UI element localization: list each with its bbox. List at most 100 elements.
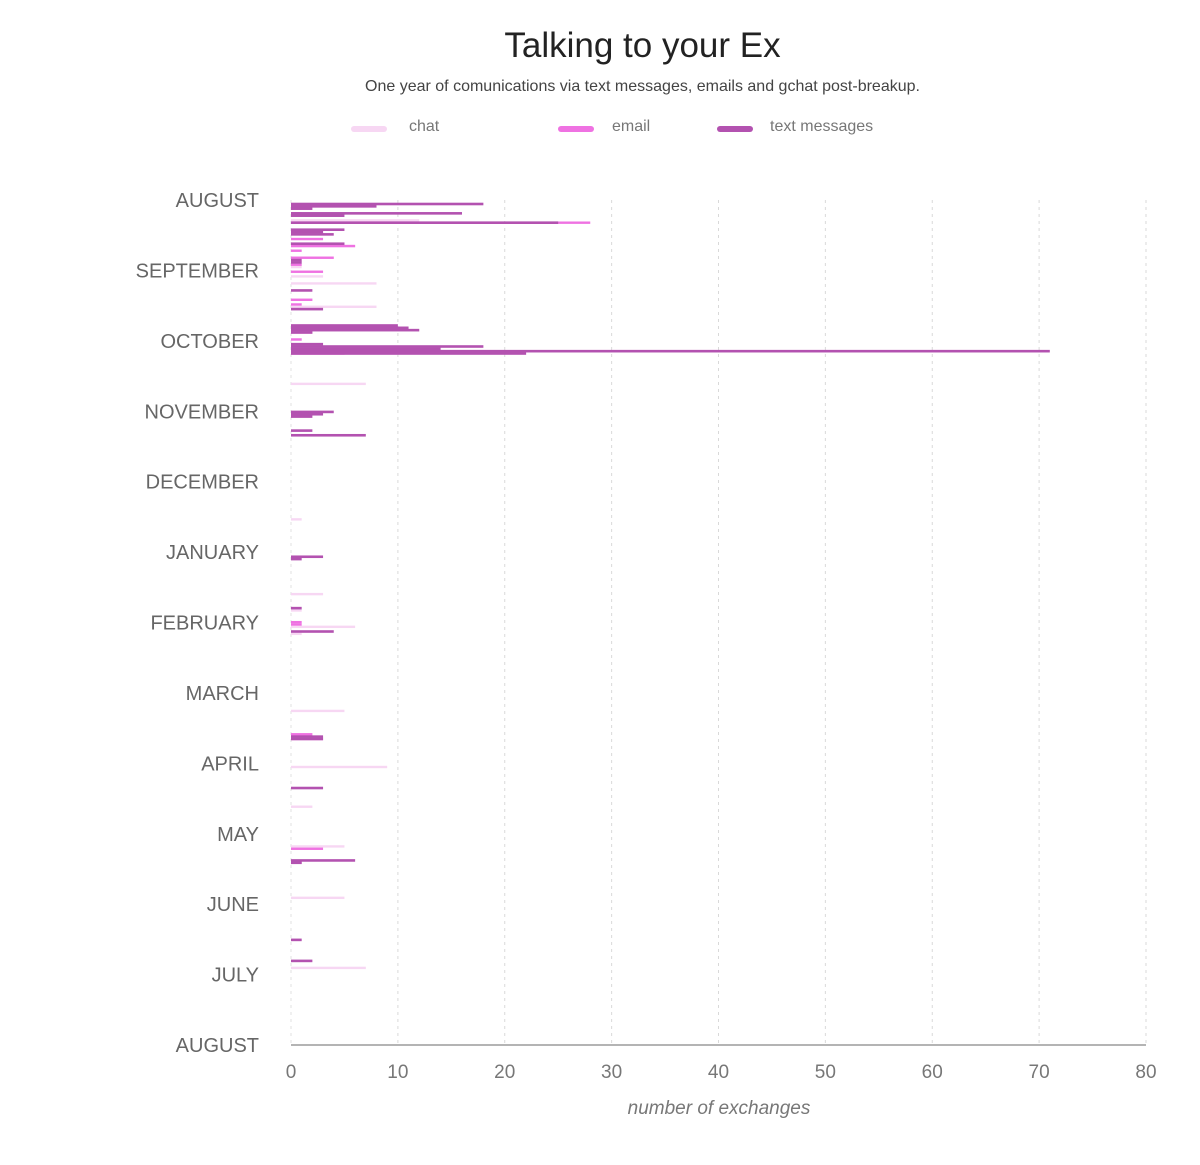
bar-chat (291, 845, 345, 848)
bar-text-messages (291, 557, 302, 561)
y-month-label: JUNE (207, 894, 259, 916)
bar-chat (291, 518, 302, 521)
bar-text-messages (291, 415, 313, 418)
bar-text-messages (291, 410, 334, 414)
bar-chat (291, 896, 345, 900)
bar-email (291, 237, 324, 241)
x-tick-labels: 0 10 20 30 40 50 60 70 80 (286, 1062, 1157, 1083)
bar-text-messages (291, 349, 1050, 353)
bar-email (291, 270, 324, 273)
x-tick-label: 20 (494, 1062, 515, 1083)
legend-label-chat: chat (409, 118, 440, 135)
bar-text-messages (291, 938, 302, 942)
bar-text-messages (291, 347, 441, 351)
y-month-labels: AUGUST SEPTEMBER OCTOBER NOVEMBER DECEMBER JA… (136, 190, 259, 1057)
bar-email (291, 733, 313, 736)
x-tick-label: 10 (387, 1062, 408, 1083)
y-month-label: NOVEMBER (145, 401, 259, 423)
bar-chat (291, 625, 356, 629)
bar-text-messages (291, 230, 324, 234)
bar-text-messages (291, 331, 313, 334)
x-tick-label: 60 (922, 1062, 943, 1083)
bar-text-messages (291, 289, 313, 292)
bar-text-messages (291, 345, 484, 348)
chart-subtitle: One year of comunications via text messa… (365, 78, 920, 95)
bar-text-messages (291, 630, 334, 633)
bar-chat (291, 805, 313, 808)
bar-email (291, 263, 302, 266)
bar-text-messages (291, 786, 324, 790)
y-month-label: AUGUST (176, 1035, 259, 1057)
chart-title: Talking to your Ex (504, 26, 781, 65)
legend-label-text-messages: text messages (770, 118, 874, 135)
legend: chat email text messages (0, 117, 1200, 141)
bar-text-messages (291, 242, 345, 246)
bar-text-messages (291, 202, 484, 206)
bar-text-messages (291, 735, 324, 738)
bar-text-messages (291, 859, 356, 862)
bars-layer (291, 202, 1050, 970)
bar-text-messages (291, 205, 377, 208)
bar-email (291, 244, 356, 248)
bar-chat (291, 219, 420, 222)
bar-text-messages (291, 228, 345, 231)
bar-text-messages (291, 326, 409, 330)
bar-chat (291, 305, 377, 308)
bar-text-messages (291, 233, 334, 236)
grid-lines (290, 200, 1147, 1045)
x-tick-label: 70 (1029, 1062, 1050, 1083)
bar-chat (291, 609, 302, 612)
bar-text-messages (291, 412, 324, 416)
y-month-label: JULY (212, 965, 259, 987)
bar-text-messages (291, 307, 324, 311)
bar-text-messages (291, 214, 345, 217)
legend-swatch-email (558, 126, 594, 132)
bar-email (291, 620, 302, 624)
y-month-label: APRIL (201, 753, 259, 775)
bar-text-messages (291, 606, 302, 610)
bar-text-messages (291, 212, 462, 215)
bar-chat (291, 382, 366, 386)
bar-text-messages (291, 324, 398, 327)
bar-email (291, 256, 334, 259)
bar-text-messages (291, 429, 313, 432)
x-tick-label: 40 (708, 1062, 729, 1083)
bar-chat (291, 632, 302, 636)
x-axis-title: number of exchanges (628, 1098, 811, 1119)
legend-swatch-chat (351, 126, 387, 132)
y-month-label: MAY (217, 824, 259, 846)
y-month-label: JANUARY (166, 542, 259, 564)
bar-chat (291, 282, 377, 285)
bar-chat (291, 275, 324, 278)
bar-chat (291, 966, 366, 970)
bar-email (291, 847, 324, 850)
bar-text-messages (291, 555, 324, 559)
x-tick-label: 50 (815, 1062, 836, 1083)
y-month-label: MARCH (186, 683, 259, 705)
y-month-label: DECEMBER (146, 472, 259, 494)
bar-chat (291, 709, 345, 713)
legend-swatch-text-messages (717, 126, 753, 132)
bar-text-messages (291, 328, 420, 332)
bar-email (291, 249, 302, 252)
bar-email (291, 303, 302, 306)
y-month-label: FEBRUARY (150, 613, 259, 635)
bar-text-messages (291, 352, 527, 355)
y-month-label: OCTOBER (160, 331, 259, 353)
x-tick-label: 30 (601, 1062, 622, 1083)
bar-text-messages (291, 342, 324, 346)
x-tick-label: 0 (286, 1062, 297, 1083)
legend-label-email: email (612, 118, 651, 135)
bar-text-messages (291, 959, 313, 963)
x-tick-label: 80 (1135, 1062, 1156, 1083)
bar-chat (291, 265, 302, 269)
bar-email (291, 623, 302, 626)
bar-text-messages (291, 207, 313, 210)
bar-text-messages (291, 737, 324, 741)
y-month-label: AUGUST (176, 190, 259, 212)
bar-text-messages (291, 258, 302, 262)
bar-chat (291, 592, 324, 596)
bar-text-messages (291, 433, 366, 437)
bar-email (291, 338, 302, 341)
